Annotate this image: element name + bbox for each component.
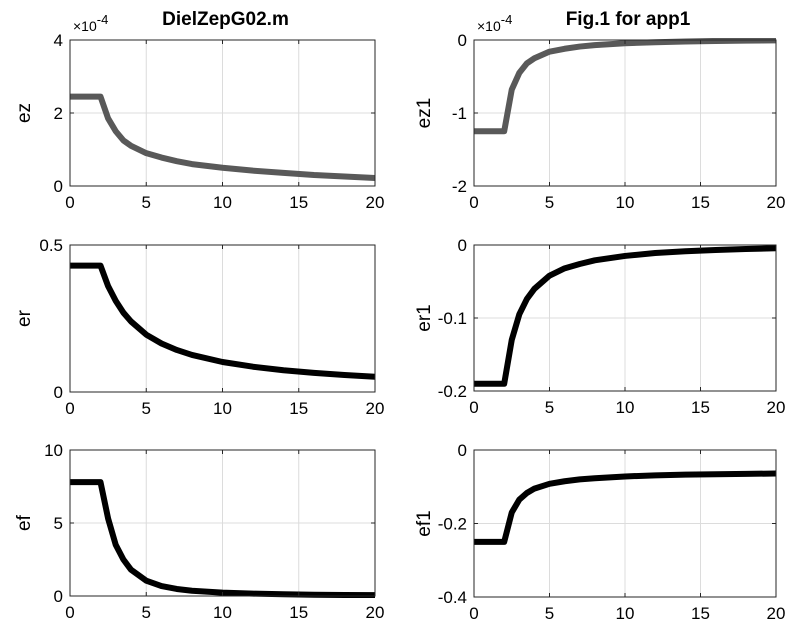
x-tick-label: 15 bbox=[691, 193, 710, 212]
x-tick-label: 5 bbox=[142, 193, 151, 212]
x-tick-label: 20 bbox=[767, 398, 786, 417]
x-tick-label: 20 bbox=[767, 604, 786, 623]
x-tick-label: 20 bbox=[366, 603, 385, 622]
x-tick-label: 0 bbox=[65, 603, 74, 622]
y-axis-label: ef1 bbox=[414, 510, 435, 536]
y-tick-label: -0.2 bbox=[438, 382, 467, 401]
y-tick-label: 4 bbox=[54, 31, 63, 50]
subplot-5: 0 5 10 15 20 0 5 10 ef bbox=[14, 441, 384, 622]
x-tick-label: 5 bbox=[545, 398, 554, 417]
x-tick-label: 10 bbox=[616, 604, 635, 623]
subplot-6: 0 5 10 15 20 -0.4 -0.2 0 ef1 bbox=[414, 441, 785, 623]
series-line-ef bbox=[70, 479, 376, 598]
x-tick-label: 0 bbox=[469, 398, 478, 417]
x-tick-label: 15 bbox=[691, 604, 710, 623]
y-tick-label: -0.1 bbox=[438, 309, 467, 328]
y-tick-label: 5 bbox=[54, 514, 63, 533]
x-tick-label: 5 bbox=[545, 604, 554, 623]
series-line-er bbox=[70, 262, 376, 380]
series-line-ef1 bbox=[474, 470, 777, 545]
y-axis-label: ez bbox=[14, 103, 35, 123]
y-tick-label: 0 bbox=[54, 177, 63, 196]
x-tick-label: 10 bbox=[213, 603, 232, 622]
x-tick-label: 10 bbox=[213, 193, 232, 212]
y-axis-label: ef bbox=[14, 514, 35, 531]
subplot-title: DielZepG02.m bbox=[162, 9, 289, 30]
axis-exponent-power: -4 bbox=[501, 12, 513, 27]
x-tick-label: 15 bbox=[289, 603, 308, 622]
x-tick-label: 15 bbox=[289, 193, 308, 212]
y-tick-label: 0 bbox=[54, 587, 63, 606]
y-tick-label: -0.4 bbox=[438, 588, 467, 607]
y-axis-label: ez1 bbox=[414, 98, 435, 129]
y-axis-label: er1 bbox=[414, 304, 435, 331]
axis-exponent-power: -4 bbox=[97, 12, 109, 27]
x-tick-label: 10 bbox=[616, 193, 635, 212]
subplot-3: 0 5 10 15 20 0 0.5 er bbox=[14, 236, 384, 418]
series-line-ez1 bbox=[474, 38, 777, 135]
series-line-er1 bbox=[474, 245, 777, 387]
y-axis-label: er bbox=[14, 309, 35, 327]
y-tick-label: 2 bbox=[54, 104, 63, 123]
x-tick-label: 5 bbox=[545, 193, 554, 212]
x-tick-label: 5 bbox=[142, 603, 151, 622]
series-line-ez bbox=[70, 93, 376, 181]
x-tick-label: 0 bbox=[65, 193, 74, 212]
y-tick-label: -1 bbox=[452, 104, 467, 123]
x-tick-label: 20 bbox=[366, 193, 385, 212]
y-tick-label: 10 bbox=[44, 441, 63, 460]
x-tick-label: 20 bbox=[767, 193, 786, 212]
y-tick-label: -2 bbox=[452, 177, 467, 196]
subplot-4: 0 5 10 15 20 -0.2 -0.1 0 er1 bbox=[414, 236, 785, 417]
x-tick-label: 5 bbox=[142, 399, 151, 418]
x-tick-label: 0 bbox=[65, 399, 74, 418]
x-tick-label: 15 bbox=[691, 398, 710, 417]
x-tick-label: 10 bbox=[616, 398, 635, 417]
x-tick-label: 0 bbox=[469, 193, 478, 212]
x-tick-label: 10 bbox=[213, 399, 232, 418]
x-tick-label: 15 bbox=[289, 399, 308, 418]
subplot-title: Fig.1 for app1 bbox=[566, 9, 691, 30]
y-tick-label: 0 bbox=[54, 383, 63, 402]
y-tick-label: 0.5 bbox=[39, 236, 63, 255]
y-tick-label: 0 bbox=[458, 31, 467, 50]
y-tick-label: 0 bbox=[458, 441, 467, 460]
y-tick-label: -0.2 bbox=[438, 515, 467, 534]
x-tick-label: 20 bbox=[366, 399, 385, 418]
x-tick-label: 0 bbox=[469, 604, 478, 623]
y-tick-label: 0 bbox=[458, 236, 467, 255]
